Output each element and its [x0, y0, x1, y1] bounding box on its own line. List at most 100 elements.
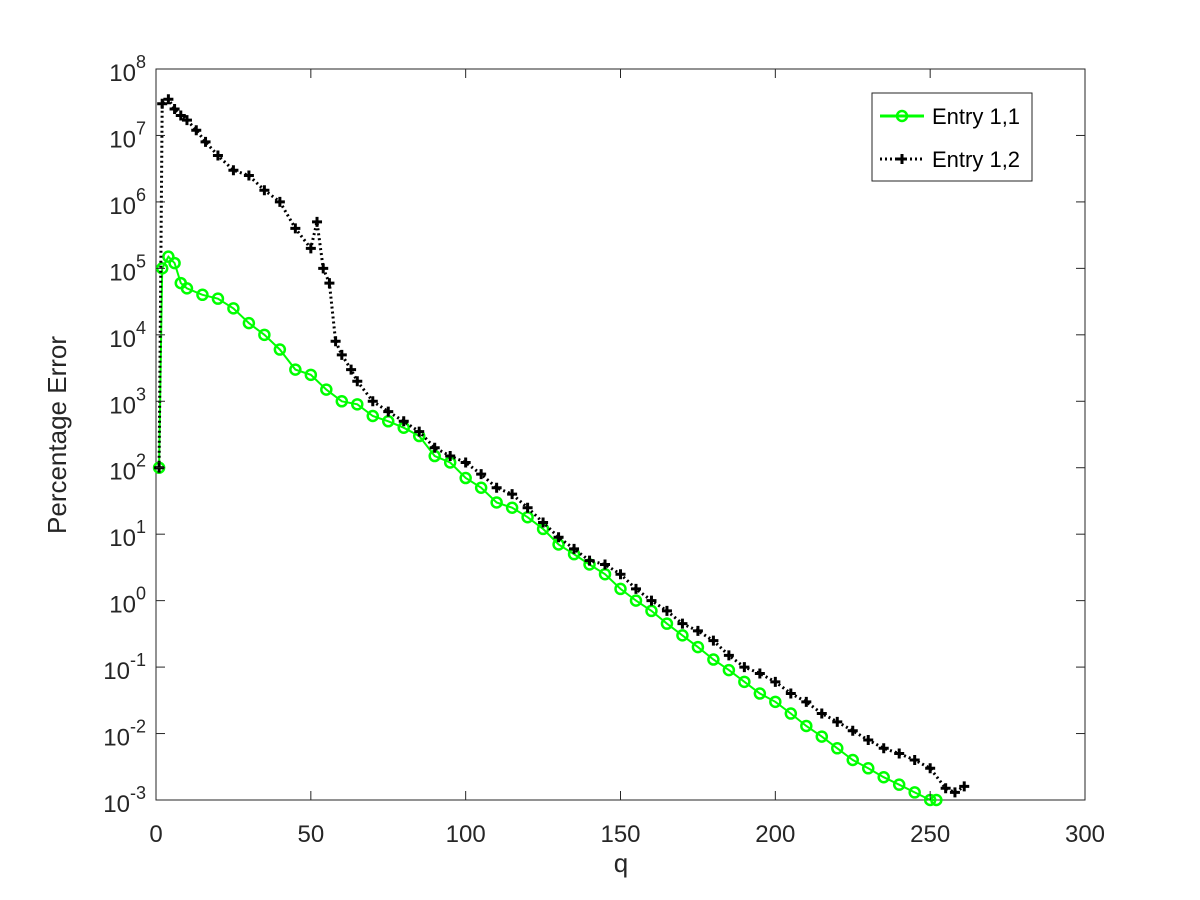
y-tick-exponent: -1	[130, 650, 146, 670]
data-point-plus	[754, 668, 765, 679]
data-point-circle	[180, 282, 194, 295]
data-point-circle	[831, 742, 844, 755]
y-tick-base: 10	[103, 658, 130, 685]
legend-entry: Entry 1,1	[880, 104, 1020, 129]
x-tick-label: 100	[446, 821, 486, 848]
legend-marker-circle	[895, 109, 909, 123]
y-tick-base: 10	[109, 259, 136, 286]
series-layer	[152, 94, 970, 807]
data-point-plus	[228, 165, 239, 176]
data-point-circle	[366, 409, 380, 423]
data-point-circle	[908, 786, 921, 799]
data-point-circle	[490, 496, 503, 509]
y-tick-exponent: 6	[136, 185, 146, 205]
data-point-circle	[258, 328, 271, 342]
data-point-circle	[691, 640, 705, 654]
y-tick-base: 10	[109, 592, 136, 619]
data-point-plus	[346, 364, 357, 375]
data-point-circle	[505, 501, 519, 514]
data-point-circle	[753, 687, 767, 700]
y-tick-label: 103	[109, 384, 146, 419]
data-point-circle	[769, 695, 782, 709]
y-tick-label: 10-3	[103, 783, 146, 818]
data-point-circle	[320, 383, 333, 396]
data-point-plus	[274, 196, 285, 207]
y-tick-base: 10	[109, 126, 136, 153]
data-point-plus	[290, 223, 301, 234]
data-point-circle	[722, 663, 736, 677]
y-tick-label: 10-2	[103, 717, 146, 752]
series-1	[152, 250, 943, 807]
data-point-plus	[460, 457, 471, 468]
data-point-plus	[692, 625, 703, 636]
data-point-plus	[661, 605, 672, 616]
data-point-plus	[243, 170, 254, 181]
data-point-circle	[242, 316, 256, 330]
data-point-plus	[491, 482, 502, 493]
data-point-plus	[940, 783, 951, 794]
data-point-plus	[398, 416, 409, 427]
data-point-plus	[259, 185, 270, 196]
data-point-plus	[507, 489, 518, 500]
data-point-plus	[909, 754, 920, 765]
y-tick-label: 107	[109, 118, 146, 153]
legend-entry: Entry 1,2	[880, 147, 1020, 172]
data-point-plus	[383, 406, 394, 417]
legend-label: Entry 1,2	[932, 147, 1020, 172]
data-point-circle	[846, 753, 859, 767]
x-tick-label: 0	[149, 821, 162, 848]
y-tick-base: 10	[109, 392, 136, 419]
data-point-plus	[324, 278, 335, 289]
data-point-circle	[474, 481, 488, 494]
data-point-plus	[330, 336, 341, 347]
data-point-plus	[785, 688, 796, 699]
y-tick-label: 108	[109, 52, 146, 87]
data-point-plus	[584, 555, 595, 566]
x-ticks: 0 50 100 150 200 250 300	[149, 69, 1105, 848]
data-point-circle	[676, 629, 689, 642]
data-point-plus	[959, 781, 970, 792]
y-tick-label: 106	[109, 185, 146, 220]
y-tick-exponent: 3	[136, 384, 146, 404]
x-tick-label: 250	[910, 821, 950, 848]
data-point-plus	[878, 743, 889, 754]
data-point-plus	[832, 716, 843, 727]
data-point-plus	[305, 243, 316, 254]
y-tick-exponent: 4	[136, 318, 146, 338]
legend-marker-plus	[897, 154, 907, 164]
data-point-plus	[801, 696, 812, 707]
data-point-plus	[816, 708, 827, 719]
x-tick-label: 150	[600, 821, 640, 848]
data-point-plus	[538, 517, 549, 528]
data-point-plus	[169, 104, 180, 115]
data-point-plus	[894, 748, 905, 759]
data-point-plus	[770, 676, 781, 687]
y-tick-exponent: 7	[136, 118, 146, 138]
y-tick-exponent: 8	[136, 52, 146, 72]
data-point-circle	[304, 368, 318, 382]
y-tick-base: 10	[109, 193, 136, 220]
data-point-plus	[949, 787, 960, 798]
data-point-circle	[629, 594, 643, 607]
data-point-plus	[181, 115, 192, 126]
data-point-circle	[227, 302, 240, 315]
x-tick-label: 200	[755, 821, 795, 848]
data-point-circle	[335, 395, 349, 408]
data-point-plus	[429, 442, 440, 453]
y-tick-label: 104	[109, 318, 146, 353]
y-axis-title: Percentage Error	[42, 336, 72, 534]
data-point-plus	[352, 376, 363, 387]
series-2	[154, 94, 970, 798]
y-tick-exponent: 2	[136, 451, 146, 471]
y-tick-label: 101	[109, 517, 146, 552]
data-point-plus	[312, 216, 323, 227]
data-point-circle	[162, 250, 175, 263]
data-point-plus	[615, 569, 626, 580]
legend: Entry 1,1 Entry 1,2	[871, 92, 1033, 182]
x-axis-title: q	[614, 848, 628, 878]
data-point-plus	[677, 618, 688, 629]
data-point-plus	[476, 469, 487, 480]
data-point-circle	[351, 398, 364, 411]
